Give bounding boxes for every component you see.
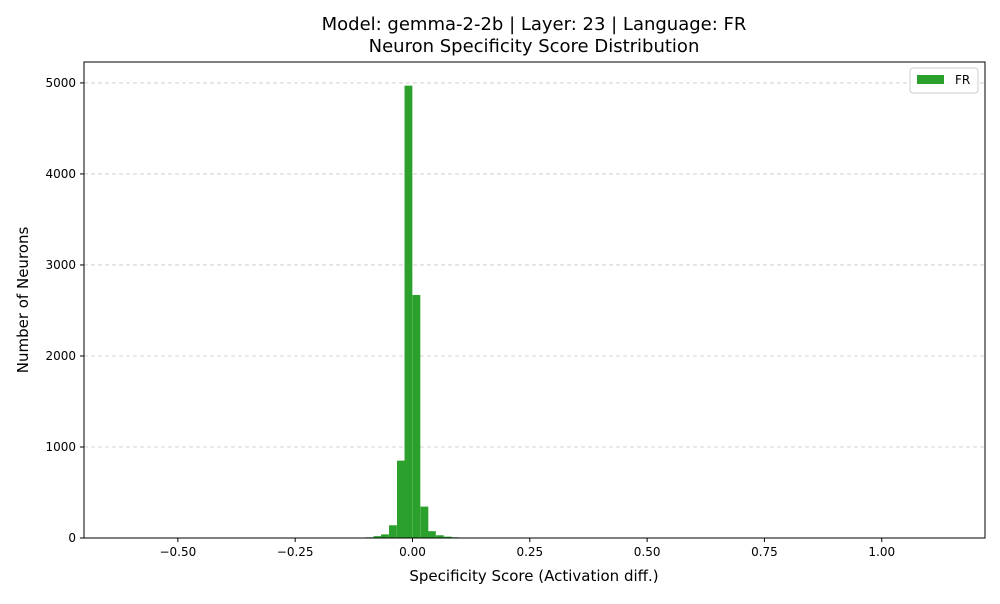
x-tick-label: 1.00 [868,545,895,559]
chart-subtitle: Neuron Specificity Score Distribution [369,36,700,57]
x-tick-label: 0.75 [751,545,778,559]
plot-frame [84,62,985,538]
x-tick-label: −0.50 [159,545,196,559]
y-tick-label: 4000 [45,167,76,181]
histogram-bar [381,534,389,538]
y-tick-label: 3000 [45,258,76,272]
x-axis-label: Specificity Score (Activation diff.) [409,567,658,585]
y-tick-label: 5000 [45,76,76,90]
chart-title: Model: gemma-2-2b | Layer: 23 | Language… [322,14,747,35]
histogram-bar [420,507,428,538]
y-tick-label: 0 [68,531,76,545]
legend-swatch-fr [917,75,944,84]
histogram-bar [405,86,413,538]
y-axis-ticks: 0 1000 2000 3000 4000 5000 [45,76,84,545]
histogram-bar [412,295,420,538]
y-tick-label: 1000 [45,440,76,454]
legend-label-fr: FR [955,73,970,87]
y-gridlines [84,83,985,447]
x-axis-ticks: −0.50 −0.25 0.00 0.25 0.50 0.75 1.00 [159,538,895,559]
legend: FR [910,68,978,93]
x-tick-label: −0.25 [277,545,314,559]
y-tick-label: 2000 [45,349,76,363]
histogram-bar [397,461,405,538]
histogram-bars [350,86,491,538]
x-tick-label: 0.50 [634,545,661,559]
y-axis-label: Number of Neurons [14,227,32,374]
histogram-bar [389,525,397,538]
x-tick-label: 0.00 [399,545,426,559]
x-tick-label: 0.25 [516,545,543,559]
histogram-bar [428,531,436,538]
